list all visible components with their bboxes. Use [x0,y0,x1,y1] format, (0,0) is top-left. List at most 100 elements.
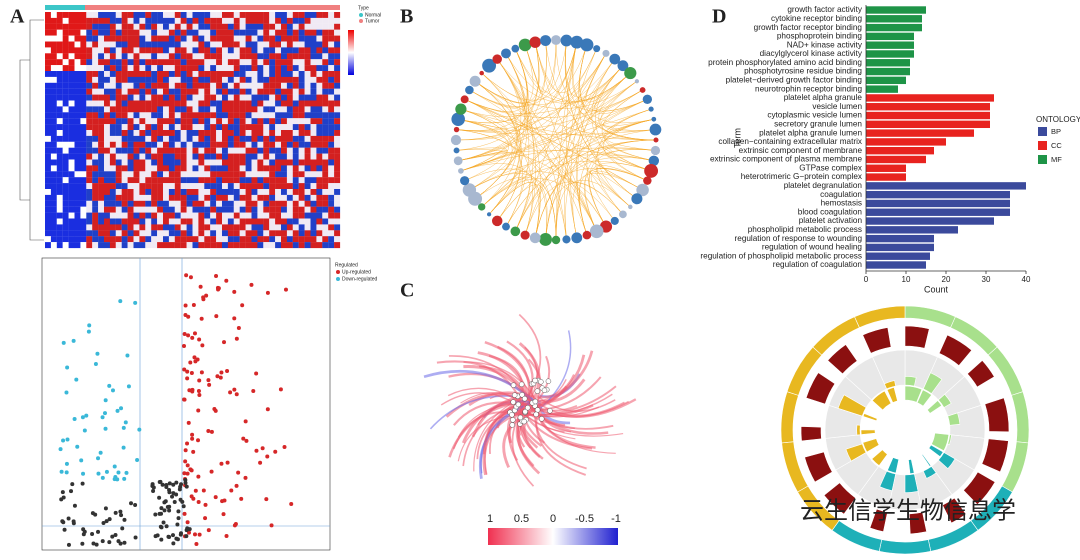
heatmap-cell [157,47,164,54]
heatmap-cell [186,53,193,60]
heatmap-cell [145,236,152,243]
heatmap-cell [80,230,87,237]
heatmap-cell [109,206,116,213]
bar [866,182,1026,190]
heatmap-cell [121,194,128,201]
heatmap-cell [168,47,175,54]
heatmap-cell [233,41,240,48]
heatmap-cell [68,29,75,36]
volcano-dot [62,527,67,532]
volcano-dot [170,533,175,538]
heatmap-cell [139,194,146,201]
heatmap-cell [80,124,87,131]
heatmap-cell [292,76,299,83]
heatmap-cell [133,23,140,30]
volcano-dot [160,482,165,487]
heatmap-cell [50,53,57,60]
heatmap-cell [56,88,63,95]
heatmap-cell [292,41,299,48]
volcano-dot [61,340,66,345]
heatmap-cell [74,218,81,225]
heatmap-cell [80,65,87,72]
circos-segment [942,497,967,524]
heatmap-cell [304,130,311,136]
node [649,123,662,136]
volcano-dot [188,360,193,365]
heatmap-cell [233,112,240,119]
heatmap-cell [269,194,276,201]
heatmap-cell [227,218,234,225]
heatmap-cell [310,35,317,42]
heatmap-cell [269,224,276,231]
heatmap-cell [269,76,276,83]
heatmap-cell [115,194,122,201]
volcano-dot [80,481,85,486]
bar [866,208,1010,216]
heatmap-cell [80,12,87,18]
volcano-dot [183,303,188,308]
heatmap-cell [121,106,128,113]
heatmap-cell [192,135,199,142]
node [460,95,469,104]
node [453,156,463,166]
heatmap-cell [92,218,99,225]
heatmap-cell [180,130,187,136]
heatmap-cell [239,147,246,154]
heatmap-cell [198,94,205,101]
heatmap-cell [109,171,116,178]
heatmap-cell [68,177,75,184]
heatmap-cell [163,200,169,207]
heatmap-cell [210,159,217,166]
edge [604,147,656,172]
volcano-dot [103,398,108,403]
heatmap-cell [74,153,81,160]
circos-segment [922,465,937,479]
heatmap-cell [257,147,264,154]
heatmap-cell [56,59,63,66]
heatmap-cell [263,177,270,184]
heatmap-cell [198,65,205,72]
heatmap-cell [263,194,270,201]
heatmap-cell [80,71,87,77]
heatmap-cell [251,177,258,184]
heatmap-cell [86,218,93,225]
heatmap-cell [257,159,264,166]
heatmap-cell [316,159,323,166]
heatmap-cell [86,100,93,107]
heatmap-cell [174,135,181,142]
heatmap-cell [257,53,264,60]
heatmap-cell [204,118,211,125]
heatmap-cell [50,171,57,178]
edge [488,118,654,215]
heatmap-cell [304,135,311,142]
circos-segment [904,385,923,403]
colorbar-tick-label: -0.5 [575,513,594,525]
heatmap-cell [210,88,217,95]
heatmap-cell [133,135,140,142]
heatmap-cell [74,106,81,113]
heatmap-cell [104,82,110,89]
heatmap-cell [180,71,187,77]
heatmap-cell [50,17,57,24]
heatmap-cell [245,236,252,243]
heatmap-cell [62,141,69,148]
volcano-dot [186,333,191,338]
heatmap-cell [180,118,187,125]
heatmap-cell [298,194,305,201]
heatmap-cell [68,242,75,249]
heatmap-cell [245,88,252,95]
heatmap-cell [109,183,116,190]
heatmap-cell [68,171,75,178]
heatmap-cell [45,135,51,142]
heatmap-cell [104,23,110,30]
heatmap-cell [45,130,51,136]
heatmap-cell [233,29,240,36]
heatmap-cell [74,53,81,60]
heatmap-cell [104,159,110,166]
heatmap-cell [257,242,264,249]
heatmap-cell [174,106,181,113]
heatmap-cell [139,106,146,113]
legend-dot [336,270,340,274]
heatmap-cell [233,53,240,60]
panel-label: B [400,6,413,28]
